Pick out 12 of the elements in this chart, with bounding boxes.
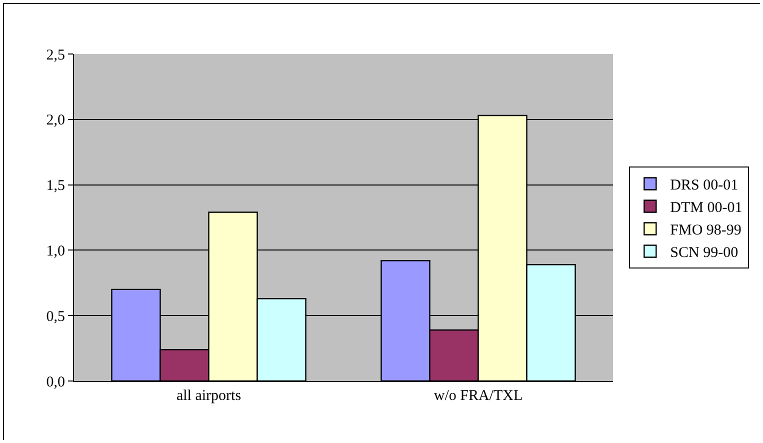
- legend-label: DTM 00-01: [670, 200, 742, 216]
- y-tick-label: 1,5: [46, 178, 65, 194]
- y-tick-label: 2,5: [46, 47, 65, 64]
- x-tick-label: w/o FRA/TXL: [434, 388, 523, 404]
- y-tick-label: 2,0: [46, 112, 65, 129]
- y-tick-label: 0,0: [46, 374, 65, 390]
- y-tick-label: 1,0: [46, 243, 65, 260]
- legend-label: FMO 98-99: [670, 222, 742, 239]
- legend-label: SCN 99-00: [670, 245, 738, 262]
- y-tick-label: 0,5: [46, 308, 65, 325]
- legend-label: DRS 00-01: [670, 178, 738, 194]
- x-tick-label: all airports: [176, 388, 242, 404]
